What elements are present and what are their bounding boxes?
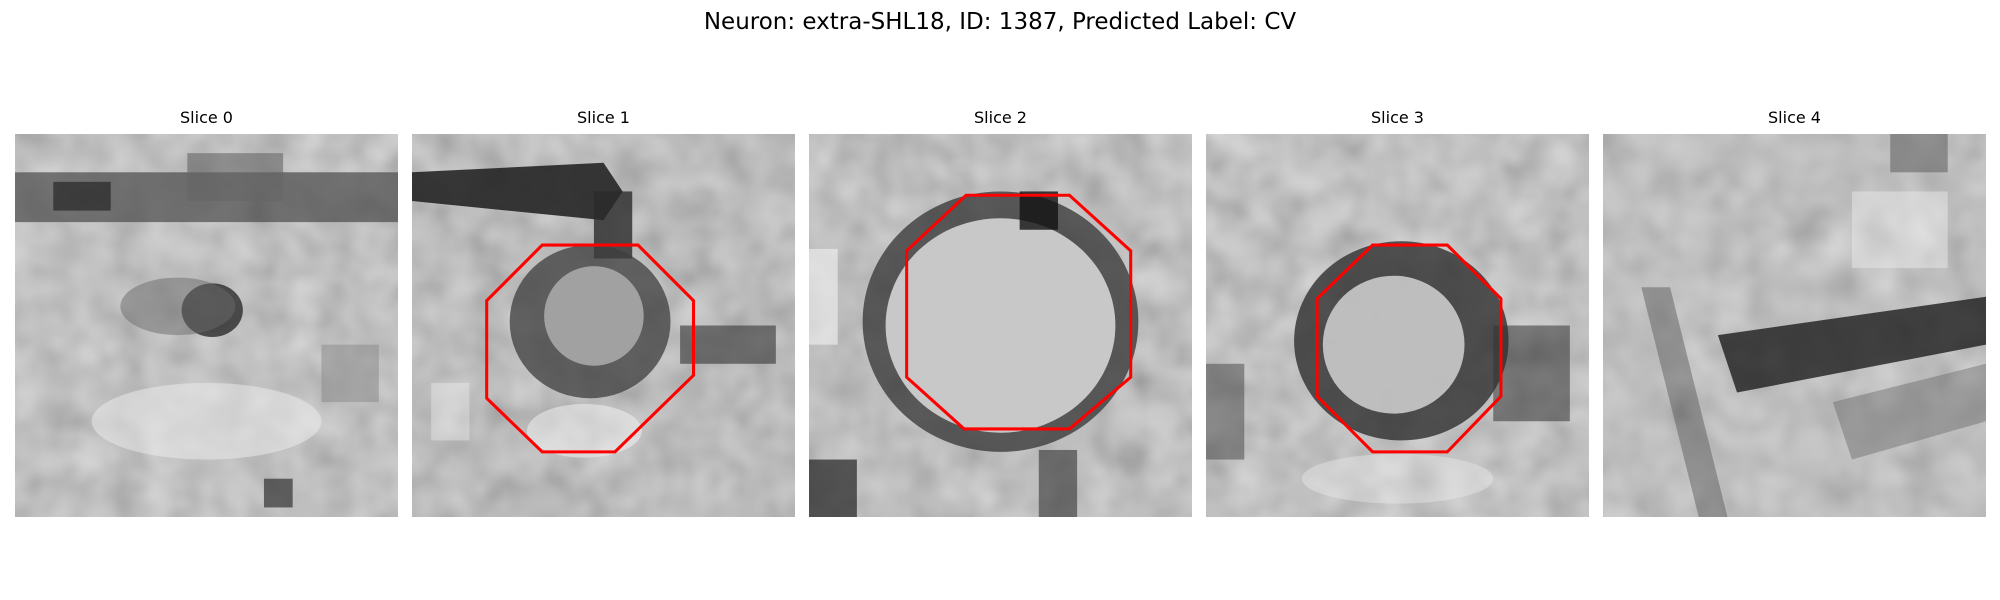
slice-2-image <box>809 134 1192 517</box>
slice-3-title: Slice 3 <box>1371 108 1424 127</box>
slice-3-image <box>1206 134 1589 517</box>
slice-1-image <box>412 134 795 517</box>
slice-0-image <box>15 134 398 517</box>
slice-4-image <box>1603 134 1986 517</box>
slice-3-roi-octagon <box>1315 243 1503 454</box>
slice-panel-2: Slice 2 <box>809 108 1192 518</box>
slice-1-roi-octagon <box>485 243 696 454</box>
slice-panel-0: Slice 0 <box>15 108 398 518</box>
slice-panel-3: Slice 3 <box>1206 108 1589 518</box>
figure-title: Neuron: extra-SHL18, ID: 1387, Predicted… <box>703 9 1297 35</box>
slice-panel-4: Slice 4 <box>1603 108 1986 518</box>
slice-2-title: Slice 2 <box>974 108 1027 127</box>
slice-2-roi-octagon <box>905 193 1133 431</box>
slice-1-title: Slice 1 <box>577 108 630 127</box>
slice-0-title: Slice 0 <box>180 108 233 127</box>
slice-4-title: Slice 4 <box>1768 108 1821 127</box>
slice-panel-1: Slice 1 <box>412 108 795 518</box>
